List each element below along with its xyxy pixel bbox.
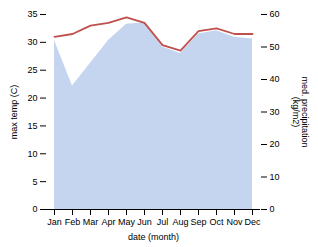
svg-text:Sep: Sep [190, 217, 206, 227]
svg-text:Mar: Mar [83, 217, 99, 227]
svg-text:May: May [118, 217, 136, 227]
svg-text:Jan: Jan [47, 217, 62, 227]
svg-text:Dec: Dec [244, 217, 261, 227]
svg-text:med. precipitation(kg/m2): med. precipitation(kg/m2) [291, 76, 310, 147]
svg-text:60: 60 [270, 9, 280, 19]
svg-text:Feb: Feb [65, 217, 81, 227]
svg-text:50: 50 [270, 42, 280, 52]
svg-text:40: 40 [270, 74, 280, 84]
svg-text:Nov: Nov [226, 217, 243, 227]
svg-text:date (month): date (month) [128, 232, 179, 242]
svg-text:20: 20 [27, 93, 37, 103]
svg-text:35: 35 [27, 9, 37, 19]
svg-text:Aug: Aug [172, 217, 188, 227]
svg-text:Oct: Oct [209, 217, 224, 227]
svg-text:Jun: Jun [137, 217, 152, 227]
svg-text:Apr: Apr [101, 217, 115, 227]
svg-text:0: 0 [32, 204, 37, 214]
svg-text:5: 5 [32, 177, 37, 187]
svg-text:Jul: Jul [157, 217, 169, 227]
svg-text:15: 15 [27, 121, 37, 131]
svg-text:30: 30 [270, 107, 280, 117]
svg-text:10: 10 [270, 172, 280, 182]
svg-text:20: 20 [270, 139, 280, 149]
svg-text:25: 25 [27, 65, 37, 75]
svg-text:10: 10 [27, 149, 37, 159]
svg-text:0: 0 [270, 204, 275, 214]
svg-text:30: 30 [27, 37, 37, 47]
svg-text:max temp (C): max temp (C) [9, 85, 19, 140]
